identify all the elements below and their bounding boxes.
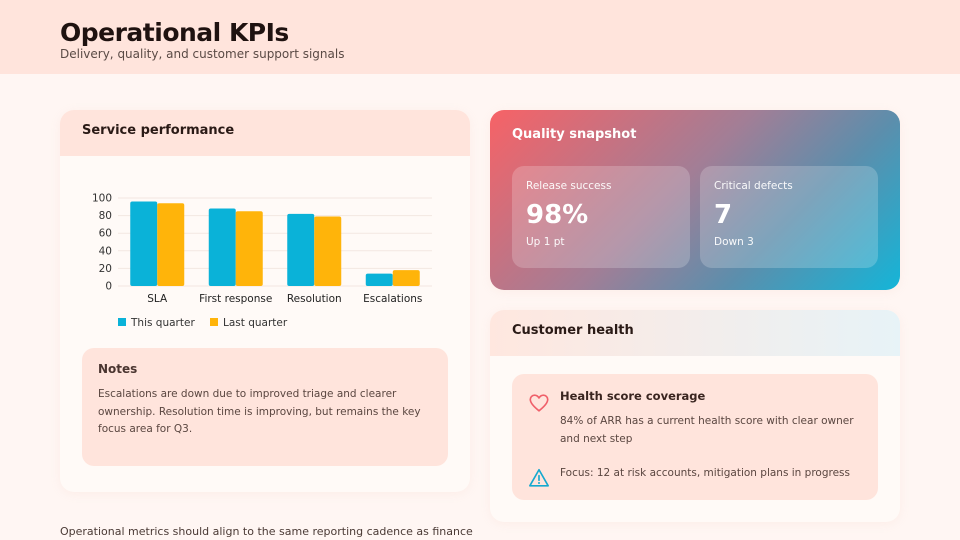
- critical-defects-value: 7: [714, 200, 733, 230]
- customer-health-title: Customer health: [490, 310, 900, 356]
- y-tick-label: 60: [99, 228, 112, 240]
- bar-last-quarter: [392, 270, 420, 286]
- page-title: Operational KPIs: [60, 18, 289, 47]
- critical-defects-delta: Down 3: [714, 236, 754, 248]
- release-success-value: 98%: [526, 200, 589, 230]
- y-tick-label: 0: [105, 281, 112, 293]
- health-score-title: Health score coverage: [560, 389, 706, 403]
- service-performance-title: Service performance: [60, 110, 470, 156]
- footer-note: Operational metrics should align to the …: [60, 525, 473, 538]
- bar-this-quarter: [130, 201, 158, 286]
- service-performance-card: Service performance 0 20 40 60 80 100 SLA First…: [60, 110, 470, 492]
- y-tick-label: 80: [99, 210, 112, 222]
- health-score-description: 84% of ARR has a current health score wi…: [560, 415, 854, 445]
- health-score-box: Health score coverage 84% of ARR has a c…: [512, 374, 878, 500]
- legend-label: Last quarter: [223, 317, 288, 329]
- customer-health-card: Customer health Health score coverage 84…: [490, 310, 900, 522]
- bar-this-quarter: [208, 208, 236, 286]
- legend-swatch: [118, 318, 126, 326]
- x-tick-label: Escalations: [363, 293, 422, 305]
- quality-snapshot-card: Quality snapshot Release success 98% Up …: [490, 110, 900, 290]
- x-tick-label: First response: [199, 293, 272, 305]
- x-tick-label: SLA: [147, 293, 168, 305]
- critical-defects-label: Critical defects: [714, 180, 793, 192]
- at-risk-focus-text: Focus: 12 at risk accounts, mitigation p…: [560, 467, 850, 479]
- legend-swatch: [210, 318, 218, 326]
- bar-last-quarter: [314, 216, 342, 286]
- page-subtitle: Delivery, quality, and customer support …: [60, 47, 345, 61]
- quality-snapshot-title: Quality snapshot: [512, 127, 637, 142]
- release-success-metric: Release success 98% Up 1 pt: [512, 166, 690, 268]
- warning-icon: [529, 468, 549, 487]
- critical-defects-metric: Critical defects 7 Down 3: [700, 166, 878, 268]
- legend-label: This quarter: [130, 317, 195, 329]
- page-header: Operational KPIs Delivery, quality, and …: [0, 0, 960, 74]
- service-performance-chart: 0 20 40 60 80 100 SLA First response Resolution E…: [92, 193, 432, 329]
- release-success-label: Release success: [526, 180, 612, 192]
- y-tick-label: 40: [99, 245, 112, 257]
- bar-this-quarter: [287, 213, 315, 286]
- y-tick-label: 20: [99, 263, 112, 275]
- bar-last-quarter: [157, 203, 185, 286]
- bar-this-quarter: [365, 273, 393, 286]
- notes-box: Notes Escalations are down due to improv…: [82, 348, 448, 466]
- release-success-delta: Up 1 pt: [526, 236, 565, 248]
- bar-last-quarter: [235, 211, 263, 286]
- notes-title: Notes: [98, 362, 138, 376]
- heart-icon: [529, 394, 549, 412]
- x-tick-label: Resolution: [287, 293, 342, 305]
- notes-body: Escalations are down due to improved tri…: [98, 388, 421, 435]
- y-tick-label: 100: [92, 193, 112, 205]
